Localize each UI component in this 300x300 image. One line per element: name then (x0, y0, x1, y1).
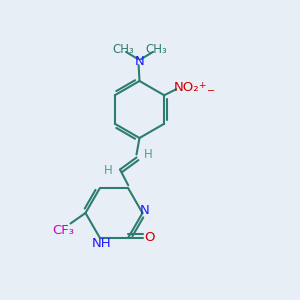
Text: NH: NH (92, 237, 111, 250)
Text: −: − (207, 86, 215, 96)
Text: N: N (135, 55, 144, 68)
Text: CH₃: CH₃ (112, 43, 134, 56)
Text: H: H (144, 148, 153, 161)
Text: NO₂: NO₂ (174, 81, 200, 94)
Text: N: N (140, 204, 150, 217)
Text: CF₃: CF₃ (52, 224, 74, 238)
Text: H: H (103, 164, 112, 178)
Text: CH₃: CH₃ (145, 43, 167, 56)
Text: +: + (198, 81, 206, 90)
Text: O: O (145, 231, 155, 244)
